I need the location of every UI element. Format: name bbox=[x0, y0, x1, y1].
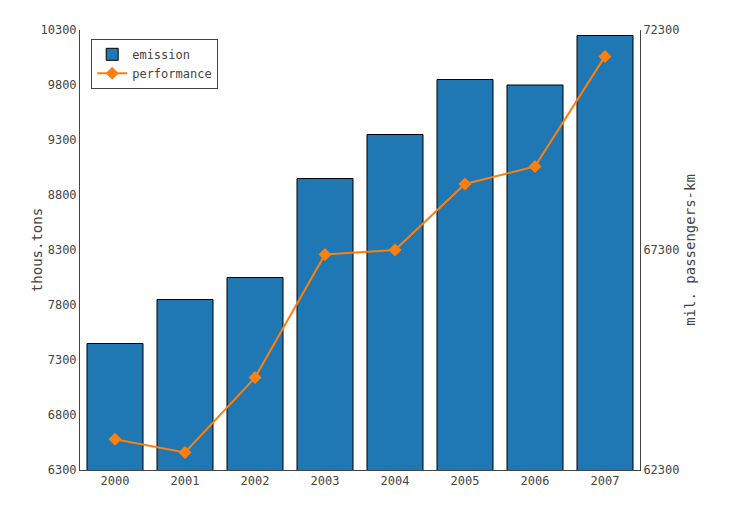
svg-text:6800: 6800 bbox=[48, 408, 77, 422]
svg-text:6300: 6300 bbox=[48, 463, 77, 477]
svg-text:2004: 2004 bbox=[381, 474, 410, 488]
svg-text:9800: 9800 bbox=[48, 78, 77, 92]
svg-text:2001: 2001 bbox=[171, 474, 200, 488]
svg-text:2005: 2005 bbox=[451, 474, 480, 488]
svg-text:7300: 7300 bbox=[48, 353, 77, 367]
svg-text:8300: 8300 bbox=[48, 243, 77, 257]
svg-text:9300: 9300 bbox=[48, 133, 77, 147]
svg-text:8800: 8800 bbox=[48, 188, 77, 202]
svg-text:2000: 2000 bbox=[101, 474, 130, 488]
svg-text:10300: 10300 bbox=[40, 23, 76, 37]
svg-text:mil. passengers-km: mil. passengers-km bbox=[682, 174, 698, 326]
svg-text:2003: 2003 bbox=[311, 474, 340, 488]
svg-text:2002: 2002 bbox=[241, 474, 270, 488]
svg-text:2007: 2007 bbox=[591, 474, 620, 488]
svg-text:performance: performance bbox=[132, 67, 211, 81]
svg-text:72300: 72300 bbox=[643, 23, 679, 37]
svg-text:thous.tons: thous.tons bbox=[29, 208, 45, 292]
svg-text:2006: 2006 bbox=[521, 474, 550, 488]
svg-text:emission: emission bbox=[132, 48, 190, 62]
svg-text:7800: 7800 bbox=[48, 298, 77, 312]
svg-text:62300: 62300 bbox=[643, 463, 679, 477]
svg-text:67300: 67300 bbox=[643, 243, 679, 257]
